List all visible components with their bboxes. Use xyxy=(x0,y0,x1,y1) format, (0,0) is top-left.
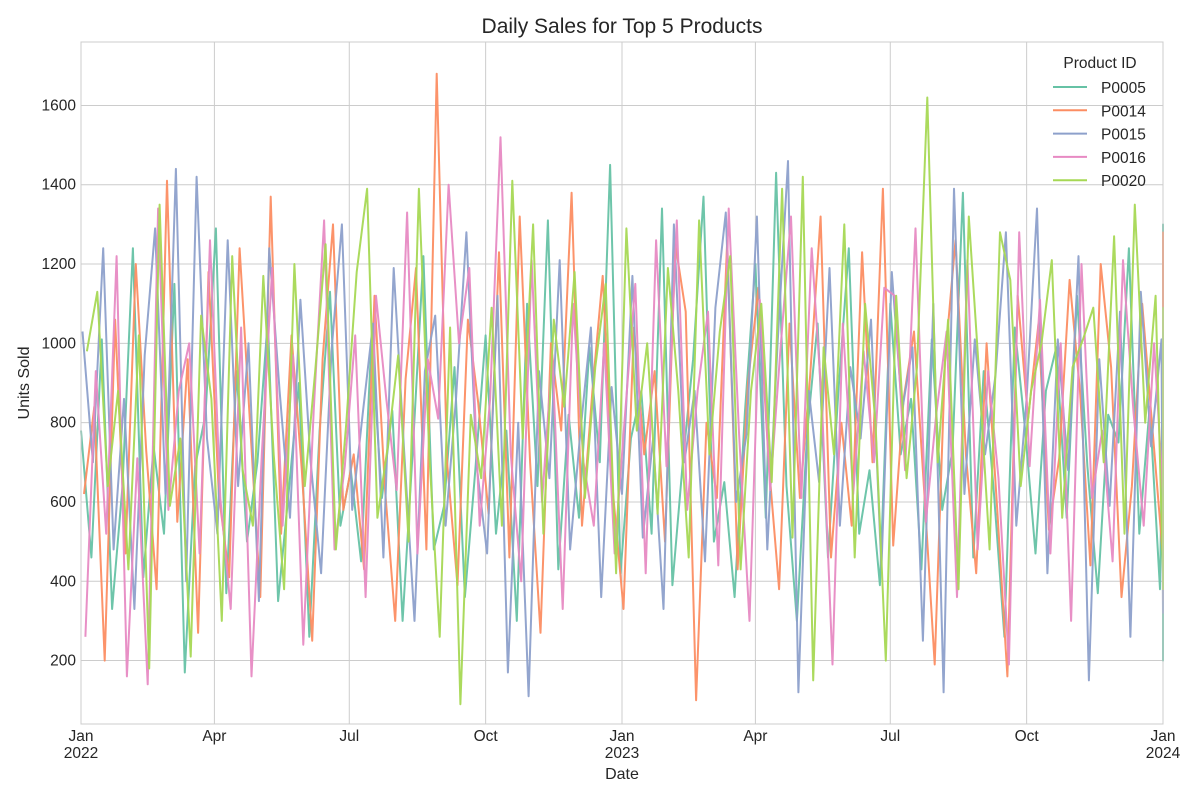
x-tick-label: Jan xyxy=(69,728,94,745)
x-tick-label: Jul xyxy=(339,728,359,745)
x-tick-label: Apr xyxy=(202,728,226,745)
series-lines xyxy=(80,72,1164,706)
y-axis-ticks: 200 400 600 800 1000 1200 1400 1600 xyxy=(42,97,77,669)
y-tick-label: 1600 xyxy=(42,97,77,114)
y-tick-label: 1200 xyxy=(42,256,77,273)
legend-items: P0005 P0014 P0015 P0016 P0020 xyxy=(1053,80,1146,190)
y-tick-label: 400 xyxy=(50,573,76,590)
legend-label-p0016: P0016 xyxy=(1101,150,1146,167)
legend-label-p0015: P0015 xyxy=(1101,127,1146,144)
x-tick-sublabel: 2023 xyxy=(605,745,639,762)
y-tick-label: 1000 xyxy=(42,335,77,352)
legend-label-p0020: P0020 xyxy=(1101,173,1146,190)
legend: Product ID P0005 P0014 P0015 P0016 P0020 xyxy=(1053,55,1146,190)
series-line-p0015 xyxy=(81,160,1164,698)
legend-title: Product ID xyxy=(1063,55,1136,72)
x-tick-label: Jul xyxy=(880,728,900,745)
x-tick-label: Apr xyxy=(743,728,767,745)
y-tick-label: 200 xyxy=(50,653,76,670)
y-tick-label: 800 xyxy=(50,415,76,432)
x-tick-label: Jan xyxy=(610,728,635,745)
plot-area-frame xyxy=(80,41,1164,725)
x-axis-label: Date xyxy=(605,766,639,783)
chart-title: Daily Sales for Top 5 Products xyxy=(482,15,763,38)
series-line-p0016 xyxy=(84,136,1164,686)
x-tick-label: Jan xyxy=(1151,728,1176,745)
x-tick-sublabel: 2022 xyxy=(64,745,98,762)
legend-label-p0005: P0005 xyxy=(1101,80,1146,97)
x-tick-label: Oct xyxy=(474,728,499,745)
series-line-p0020 xyxy=(85,96,1164,706)
y-axis-label: Units Sold xyxy=(16,347,33,420)
y-tick-label: 600 xyxy=(50,494,76,511)
legend-label-p0014: P0014 xyxy=(1101,103,1146,120)
x-tick-label: Oct xyxy=(1015,728,1040,745)
x-tick-sublabel: 2024 xyxy=(1146,745,1181,762)
y-tick-label: 1400 xyxy=(42,177,77,194)
